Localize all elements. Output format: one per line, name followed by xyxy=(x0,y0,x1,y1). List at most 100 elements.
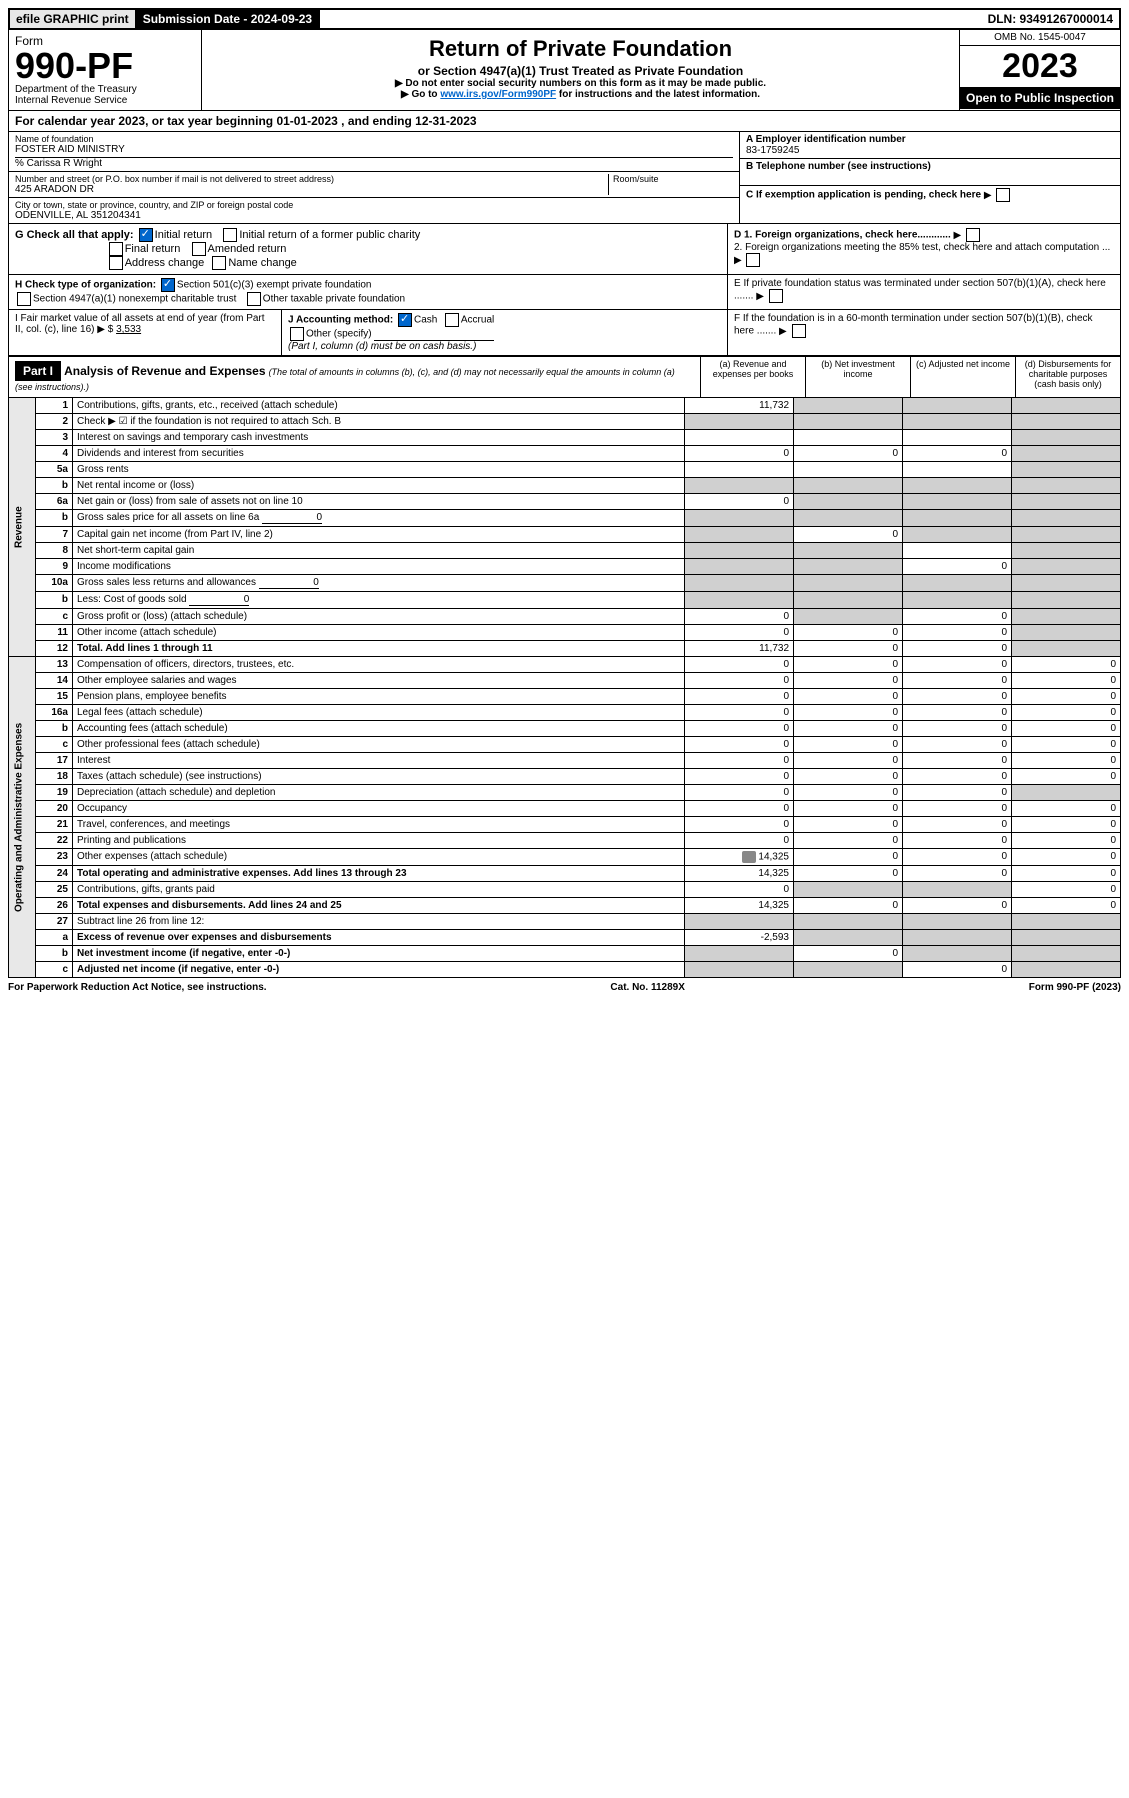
dept-treasury: Department of the Treasury xyxy=(15,84,195,95)
table-cell: 0 xyxy=(1012,673,1121,689)
table-cell: 0 xyxy=(794,785,903,801)
efile-button[interactable]: efile GRAPHIC print xyxy=(10,10,137,28)
table-cell xyxy=(903,494,1012,510)
table-cell xyxy=(903,478,1012,494)
header-center: Return of Private Foundation or Section … xyxy=(202,30,959,110)
row-num: 21 xyxy=(36,817,73,833)
f-checkbox[interactable] xyxy=(792,324,806,338)
table-cell: 0 xyxy=(1012,833,1121,849)
table-cell xyxy=(685,478,794,494)
table-cell xyxy=(794,914,903,930)
col-a-header: (a) Revenue and expenses per books xyxy=(700,357,805,397)
row-num: 12 xyxy=(36,641,73,657)
table-row: 21 Travel, conferences, and meetings 000… xyxy=(9,817,1121,833)
row-desc: Travel, conferences, and meetings xyxy=(73,817,685,833)
form990pf-link[interactable]: www.irs.gov/Form990PF xyxy=(440,89,556,100)
table-cell xyxy=(1012,446,1121,462)
cash-checkbox[interactable] xyxy=(398,313,412,327)
row-num: 13 xyxy=(36,657,73,673)
row-num: b xyxy=(36,946,73,962)
table-row: 5a Gross rents xyxy=(9,462,1121,478)
table-cell: 0 xyxy=(685,657,794,673)
row-desc: Contributions, gifts, grants paid xyxy=(73,882,685,898)
initial-return-checkbox[interactable] xyxy=(139,228,153,242)
table-cell: 0 xyxy=(685,769,794,785)
table-cell xyxy=(794,962,903,978)
h-opt-2: Other taxable private foundation xyxy=(263,294,405,305)
table-cell: 0 xyxy=(794,721,903,737)
table-cell xyxy=(685,510,794,527)
table-cell: 0 xyxy=(903,609,1012,625)
final-return-checkbox[interactable] xyxy=(109,242,123,256)
table-cell xyxy=(1012,641,1121,657)
g-opt-4: Address change xyxy=(125,257,205,269)
table-cell: 0 xyxy=(903,817,1012,833)
other-method-checkbox[interactable] xyxy=(290,327,304,341)
e-checkbox[interactable] xyxy=(769,289,783,303)
accrual-checkbox[interactable] xyxy=(445,313,459,327)
row-desc: Total operating and administrative expen… xyxy=(73,866,685,882)
address-row: Number and street (or P.O. box number if… xyxy=(9,172,739,198)
row-num: b xyxy=(36,510,73,527)
table-cell: 0 xyxy=(794,689,903,705)
ein-row: A Employer identification number 83-1759… xyxy=(740,132,1120,159)
table-cell xyxy=(794,559,903,575)
name-change-checkbox[interactable] xyxy=(212,256,226,270)
row-desc: Interest on savings and temporary cash i… xyxy=(73,430,685,446)
g-opt-5: Name change xyxy=(228,257,297,269)
g-opt-1: Initial return of a former public charit… xyxy=(239,229,420,241)
row-num: 19 xyxy=(36,785,73,801)
4947-checkbox[interactable] xyxy=(17,292,31,306)
paperwork-notice: For Paperwork Reduction Act Notice, see … xyxy=(8,982,267,993)
other-taxable-checkbox[interactable] xyxy=(247,292,261,306)
table-cell: 0 xyxy=(1012,882,1121,898)
row-desc: Contributions, gifts, grants, etc., rece… xyxy=(73,398,685,414)
exemption-checkbox[interactable] xyxy=(996,188,1010,202)
row-num: a xyxy=(36,930,73,946)
attachment-icon[interactable] xyxy=(742,851,756,863)
table-cell: 0 xyxy=(903,737,1012,753)
row-desc: Net investment income (if negative, ente… xyxy=(73,946,685,962)
table-cell: 14,325 xyxy=(685,866,794,882)
row-num: 16a xyxy=(36,705,73,721)
expenses-label: Operating and Administrative Expenses xyxy=(9,657,36,978)
d1-checkbox[interactable] xyxy=(966,228,980,242)
d2-checkbox[interactable] xyxy=(746,253,760,267)
table-cell xyxy=(794,543,903,559)
h-opt-1: Section 4947(a)(1) nonexempt charitable … xyxy=(33,294,236,305)
table-cell: 0 xyxy=(903,785,1012,801)
table-row: c Adjusted net income (if negative, ente… xyxy=(9,962,1121,978)
table-cell: 0 xyxy=(1012,769,1121,785)
address-change-checkbox[interactable] xyxy=(109,256,123,270)
row-num: 4 xyxy=(36,446,73,462)
d2-label: 2. Foreign organizations meeting the 85%… xyxy=(734,242,1110,253)
table-cell xyxy=(685,414,794,430)
table-cell xyxy=(1012,962,1121,978)
row-desc: Excess of revenue over expenses and disb… xyxy=(73,930,685,946)
row-num: b xyxy=(36,478,73,494)
row-num: 1 xyxy=(36,398,73,414)
table-cell xyxy=(1012,914,1121,930)
row-desc: Net gain or (loss) from sale of assets n… xyxy=(73,494,685,510)
table-row: c Other professional fees (attach schedu… xyxy=(9,737,1121,753)
tax-year: 2023 xyxy=(960,46,1120,87)
row-num: 8 xyxy=(36,543,73,559)
table-cell: 0 xyxy=(903,753,1012,769)
info-right: A Employer identification number 83-1759… xyxy=(739,132,1120,223)
row-num: 24 xyxy=(36,866,73,882)
row-desc: Gross sales less returns and allowances … xyxy=(73,575,685,592)
table-cell: 0 xyxy=(1012,705,1121,721)
amended-checkbox[interactable] xyxy=(192,242,206,256)
table-row: c Gross profit or (loss) (attach schedul… xyxy=(9,609,1121,625)
table-cell xyxy=(685,914,794,930)
table-row: Operating and Administrative Expenses13 … xyxy=(9,657,1121,673)
row-desc: Other income (attach schedule) xyxy=(73,625,685,641)
former-charity-checkbox[interactable] xyxy=(223,228,237,242)
col-d-header: (d) Disbursements for charitable purpose… xyxy=(1015,357,1120,397)
table-cell: 0 xyxy=(1012,657,1121,673)
table-cell xyxy=(903,946,1012,962)
table-cell xyxy=(794,414,903,430)
row-desc: Total expenses and disbursements. Add li… xyxy=(73,898,685,914)
info-block: Name of foundation FOSTER AID MINISTRY %… xyxy=(8,132,1121,224)
501c3-checkbox[interactable] xyxy=(161,278,175,292)
